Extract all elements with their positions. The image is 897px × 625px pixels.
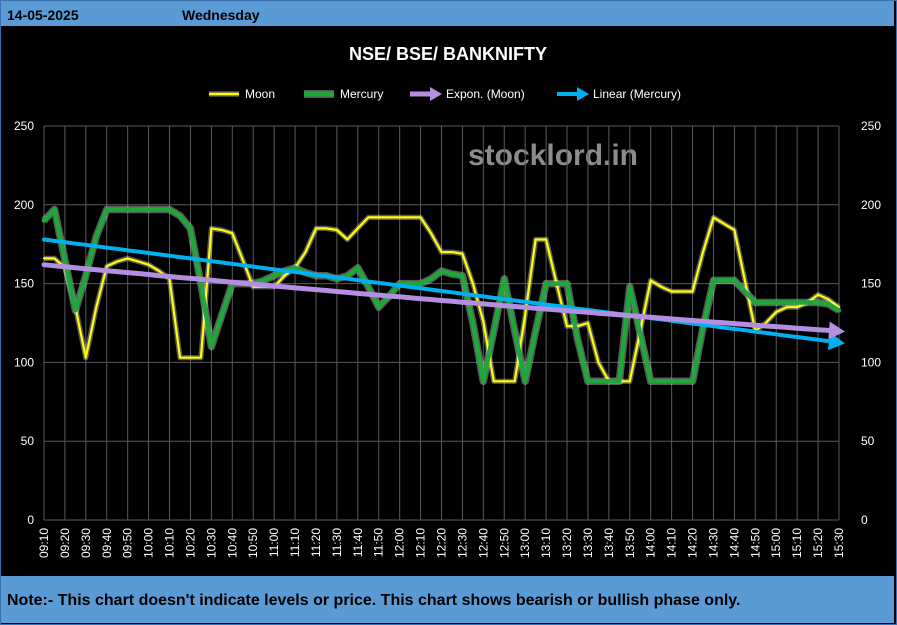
x-tick-label: 10:30 — [204, 528, 218, 558]
series-line-moon — [42, 216, 841, 383]
x-tick-label: 09:50 — [121, 528, 135, 558]
y-tick-label: 100 — [14, 355, 34, 369]
x-tick-label: 09:40 — [100, 528, 114, 558]
x-tick-label: 12:30 — [455, 528, 469, 558]
header-bar: 14-05-2025 Wednesday — [1, 1, 894, 26]
legend-label-mercury: Mercury — [340, 87, 383, 101]
arrow-head-expon-moon — [828, 321, 845, 340]
x-tick-label: 12:00 — [393, 528, 407, 558]
x-tick-label: 13:10 — [539, 528, 553, 558]
day-label: Wednesday — [182, 7, 260, 23]
y-tick-label-right: 150 — [861, 277, 881, 291]
x-tick-label: 14:20 — [686, 528, 700, 558]
y-tick-label-right: 0 — [861, 513, 868, 527]
x-tick-label: 10:10 — [163, 528, 177, 558]
legend-label-moon: Moon — [245, 87, 275, 101]
x-tick-label: 10:40 — [225, 528, 239, 558]
x-tick-label: 11:50 — [372, 528, 386, 557]
x-tick-label: 11:30 — [330, 528, 344, 557]
x-tick-label: 11:00 — [267, 528, 281, 557]
x-tick-label: 10:00 — [142, 528, 156, 558]
x-tick-label: 11:20 — [309, 528, 323, 557]
legend-arrow-linear-mercury — [577, 87, 589, 101]
x-tick-label: 14:10 — [665, 528, 679, 558]
chart-title: NSE/ BSE/ BANKNIFTY — [349, 44, 547, 64]
x-tick-label: 13:40 — [602, 528, 616, 558]
x-tick-label: 09:20 — [58, 528, 72, 558]
x-tick-label: 09:30 — [79, 528, 93, 558]
y-tick-label-right: 100 — [861, 355, 881, 369]
y-tick-label-right: 50 — [861, 434, 875, 448]
x-tick-label: 11:10 — [288, 528, 302, 557]
y-tick-label: 150 — [14, 277, 34, 291]
y-tick-label: 200 — [14, 198, 34, 212]
x-tick-label: 13:50 — [623, 528, 637, 558]
y-tick-label-right: 250 — [861, 119, 881, 133]
disclaimer-note: Note:- This chart doesn't indicate level… — [7, 592, 741, 609]
x-tick-label: 12:40 — [476, 528, 490, 558]
x-tick-label: 12:20 — [435, 528, 449, 558]
date-label: 14-05-2025 — [7, 7, 79, 23]
legend-label-linear-mercury: Linear (Mercury) — [593, 87, 681, 101]
legend-label-expon-moon: Expon. (Moon) — [446, 87, 525, 101]
series-line-expon-moon — [41, 262, 842, 334]
legend: Moon Mercury Expon. (Moon) Linear (Mercury) — [209, 87, 681, 101]
x-tick-label: 15:00 — [769, 528, 783, 558]
y-axis-left: 0 50 100 150 200 250 — [14, 119, 34, 527]
footer-bar: Note:- This chart doesn't indicate level… — [1, 576, 894, 623]
x-axis: 09:10 09:20 09:30 09:40 09:50 10:00 10:10 10:20… — [37, 528, 846, 558]
y-tick-label-right: 200 — [861, 198, 881, 212]
series-group — [41, 205, 845, 386]
series-line-linear-mercury — [42, 237, 841, 345]
y-tick-label: 50 — [21, 434, 35, 448]
x-tick-label: 14:50 — [748, 528, 762, 558]
x-tick-label: 15:30 — [832, 528, 846, 558]
x-tick-label: 12:10 — [414, 528, 428, 558]
legend-arrow-expon-moon — [430, 87, 442, 101]
y-tick-label: 250 — [14, 119, 34, 133]
x-tick-label: 15:20 — [811, 528, 825, 558]
x-tick-label: 12:50 — [497, 528, 511, 558]
x-tick-label: 13:20 — [560, 528, 574, 558]
watermark: stocklord.in — [468, 139, 638, 172]
x-tick-label: 13:00 — [518, 528, 532, 558]
x-tick-label: 13:30 — [581, 528, 595, 558]
x-tick-label: 10:20 — [183, 528, 197, 558]
x-tick-label: 09:10 — [37, 528, 51, 558]
series-line-mercury — [41, 207, 842, 384]
line-chart: stocklord.in 0 50 100 150 200 250 0 50 100 150 20… — [14, 44, 881, 558]
y-tick-label: 0 — [27, 513, 34, 527]
x-tick-label: 14:40 — [727, 528, 741, 558]
x-tick-label: 10:50 — [246, 528, 260, 558]
x-tick-label: 14:30 — [706, 528, 720, 558]
x-tick-label: 11:40 — [351, 528, 365, 557]
x-tick-label: 15:10 — [790, 528, 804, 558]
y-axis-right: 0 50 100 150 200 250 — [861, 119, 881, 527]
x-tick-label: 14:00 — [644, 528, 658, 558]
